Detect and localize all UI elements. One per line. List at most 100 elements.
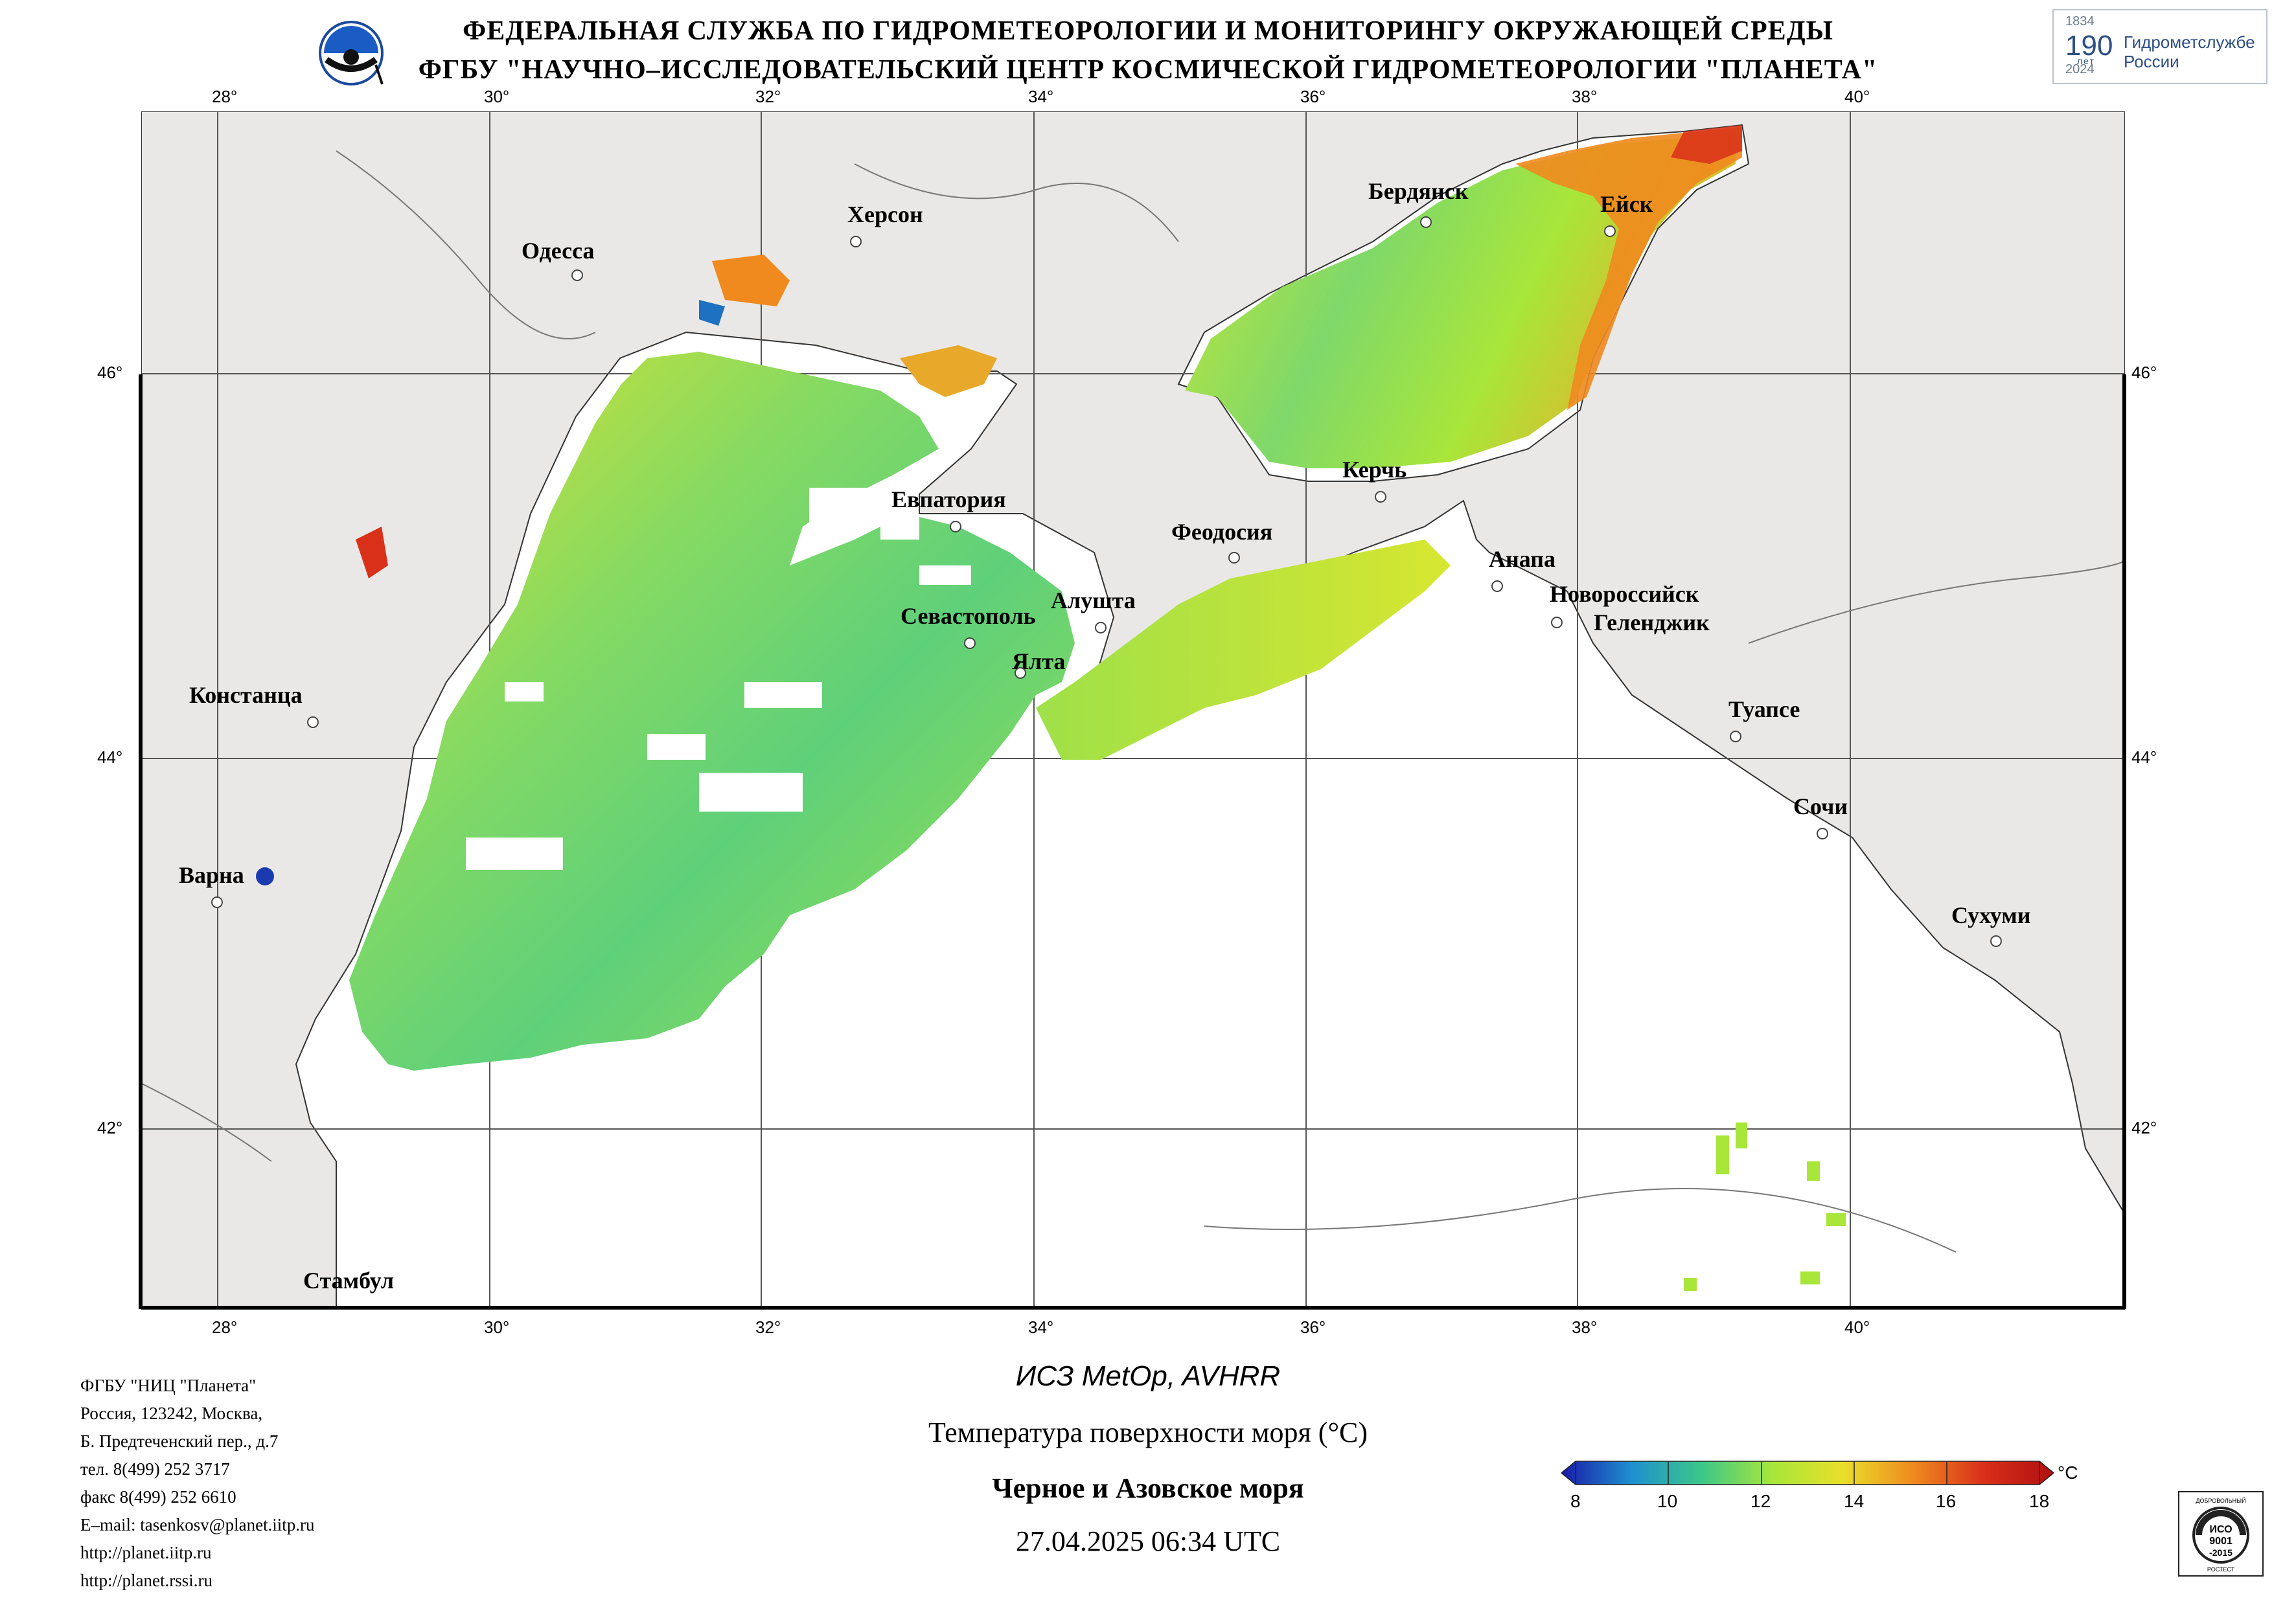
lat-label-right: 42°	[2131, 1118, 2157, 1137]
lon-label-bottom: 30°	[484, 1317, 510, 1337]
iso-9001-badge-icon: ДОБРОВОЛЬНЫЙ ИСО 9001 -2015 РОСТЕСТ	[2178, 1491, 2264, 1577]
city-sochi-dot	[1817, 828, 1828, 839]
logo-year-end: 2024	[2065, 62, 2095, 76]
city-sochi-label: Сочи	[1793, 793, 1848, 819]
caption-satellite: ИСЗ MetOp, AVHRR	[1015, 1360, 1281, 1392]
lon-label-bottom: 36°	[1300, 1317, 1326, 1337]
logo-year-start: 1834	[2065, 14, 2095, 28]
city-yeysk-dot	[1604, 225, 1616, 237]
colorbar-tick: 18	[2029, 1491, 2050, 1511]
lon-label-bottom: 40°	[1844, 1317, 1870, 1337]
iso-line5: РОСТЕСТ	[2207, 1566, 2235, 1573]
lon-label-top: 38°	[1572, 87, 1598, 106]
sst-karkinit-warm	[900, 345, 997, 397]
city-anapa-dot	[1491, 580, 1503, 592]
header-center: ФГБУ "НАУЧНО–ИССЛЕДОВАТЕЛЬСКИЙ ЦЕНТР КОС…	[418, 55, 1878, 85]
lon-label-bottom: 32°	[755, 1317, 781, 1337]
logo-text-line1: Гидрометслужбе	[2124, 32, 2255, 52]
lat-label-left: 42°	[97, 1118, 123, 1137]
footer-tel: тел. 8(499) 252 3717	[80, 1459, 230, 1479]
colorbar-unit: °C	[2058, 1463, 2078, 1483]
lat-label-left: 44°	[97, 747, 123, 767]
city-berdyansk-label: Бердянск	[1368, 178, 1469, 204]
logo-text: Гидрометслужбе России	[2124, 32, 2255, 71]
city-sevastopol-dot	[964, 637, 976, 649]
lon-label-bottom: 28°	[212, 1317, 238, 1337]
city-alushta-label: Алушта	[1051, 587, 1136, 613]
logo-number: 190	[2065, 30, 2113, 62]
map-frame-right	[2122, 374, 2126, 1308]
city-istanbul-label: Стамбул	[303, 1268, 395, 1294]
sst-varna-cold	[256, 867, 274, 885]
planeta-logo-icon	[319, 21, 384, 85]
logo-years-word: лет	[2077, 56, 2095, 66]
city-feodosia-dot	[1228, 552, 1240, 564]
lat-label-right: 46°	[2131, 363, 2157, 382]
city-kherson-label: Херсон	[847, 201, 923, 227]
city-kerch-label: Керчь	[1342, 457, 1407, 483]
cloud-gaps	[466, 488, 971, 870]
sst-odessa-cold	[699, 300, 725, 326]
city-sukhumi-dot	[1990, 935, 2002, 947]
city-sukhumi-label: Сухуми	[1951, 902, 2031, 928]
city-evpatoria-dot	[950, 521, 961, 532]
map-canvas	[142, 112, 2124, 1309]
colorbar-tick: 16	[1936, 1491, 1957, 1511]
lon-label-top: 36°	[1300, 87, 1326, 106]
caption-parameter: Температура поверхности моря (°C)	[928, 1417, 1368, 1448]
logo-text-line2: России	[2124, 52, 2179, 71]
sst-crimea-east-field	[1036, 540, 1451, 760]
iso-line1: ДОБРОВОЛЬНЫЙ	[2196, 1497, 2245, 1504]
header-agency: ФЕДЕРАЛЬНАЯ СЛУЖБА ПО ГИДРОМЕТЕОРОЛОГИИ …	[463, 16, 1833, 46]
hydromet-190-logo: 1834 190 лет 2024 Гидрометслужбе России	[2052, 9, 2267, 84]
sst-dnestr-warm	[356, 527, 388, 578]
city-feodosia-label: Феодосия	[1171, 519, 1273, 545]
footer-addr1: Россия, 123242, Москва,	[80, 1404, 263, 1423]
lon-label-bottom: 34°	[1028, 1317, 1054, 1337]
city-berdyansk-dot	[1420, 216, 1432, 228]
colorbar-tick: 12	[1751, 1491, 1771, 1511]
map-frame-left	[139, 374, 143, 1308]
footer-web2[interactable]: http://planet.rssi.ru	[80, 1571, 212, 1590]
lon-label-top: 28°	[212, 87, 238, 106]
city-alushta-dot	[1095, 622, 1107, 633]
lon-label-top: 34°	[1028, 87, 1054, 106]
iso-line4: -2015	[2209, 1547, 2233, 1558]
iso-line3: 9001	[2209, 1536, 2233, 1547]
lon-label-top: 32°	[755, 87, 781, 106]
footer-web1[interactable]: http://planet.iitp.ru	[80, 1543, 212, 1562]
city-novorossiysk-dot	[1551, 617, 1563, 628]
footer-email[interactable]: E–mail: tasenkosv@planet.iitp.ru	[80, 1515, 315, 1534]
city-odessa-label: Одесса	[522, 238, 595, 264]
city-evpatoria-label: Евпатория	[891, 486, 1006, 512]
sst-map	[141, 111, 2125, 1310]
lat-label-left: 46°	[97, 363, 123, 382]
footer-fax: факс 8(499) 252 6610	[80, 1487, 236, 1507]
colorbar-tick: 10	[1657, 1491, 1678, 1511]
city-gelendzhik-label: Геленджик	[1594, 610, 1710, 635]
city-yalta-dot	[1015, 667, 1026, 679]
sst-se-specks	[1684, 1123, 1846, 1291]
city-odessa-dot	[571, 269, 583, 281]
colorbar-tick: 14	[1844, 1491, 1865, 1511]
map-frame-bottom	[139, 1306, 2126, 1309]
lon-label-top: 40°	[1844, 87, 1870, 106]
city-tuapse-dot	[1730, 731, 1741, 742]
iso-line2: ИСО	[2209, 1524, 2232, 1535]
lon-label-bottom: 38°	[1572, 1317, 1598, 1337]
city-varna-dot	[211, 896, 223, 908]
city-varna-label: Варна	[179, 862, 244, 888]
caption-datetime: 27.04.2025 06:34 UTC	[1015, 1525, 1281, 1557]
lon-label-top: 30°	[484, 87, 510, 106]
city-anapa-label: Анапа	[1489, 546, 1556, 572]
sst-nw-bays-warm	[712, 255, 790, 306]
city-kherson-dot	[850, 236, 862, 247]
sst-azov-field	[1185, 131, 1736, 468]
city-yeysk-label: Ейск	[1600, 191, 1653, 217]
city-constanta-label: Констанца	[189, 682, 303, 708]
sst-colorbar	[1561, 1461, 2054, 1485]
sst-azov-hot-edge	[1671, 125, 1742, 164]
city-kerch-dot	[1375, 491, 1386, 503]
footer-contacts: ФГБУ "НИЦ "Планета" Россия, 123242, Моск…	[80, 1372, 315, 1595]
caption-region: Черное и Азовское моря	[992, 1472, 1304, 1504]
